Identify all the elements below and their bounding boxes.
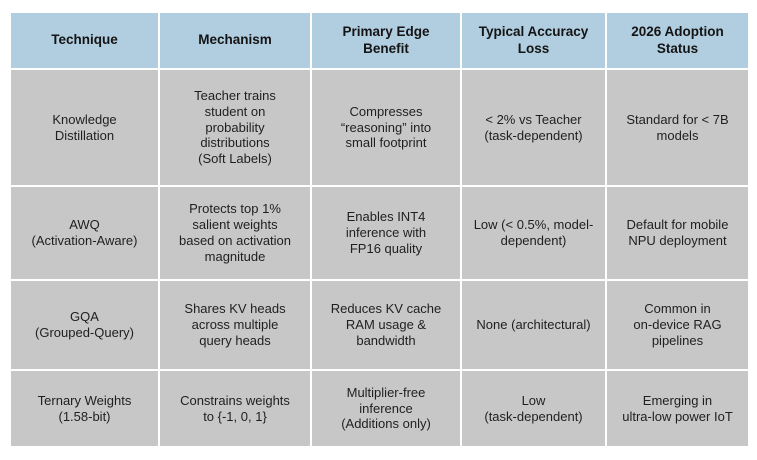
table-cell-adoption: Emerging in ultra-low power IoT: [607, 371, 748, 446]
table-cell-technique: Ternary Weights (1.58-bit): [11, 371, 158, 446]
header-cell-primary-edge-benefit: Primary Edge Benefit: [312, 13, 460, 68]
table-cell-accuracy: Low (task-dependent): [462, 371, 605, 446]
table-cell-adoption: Standard for < 7B models: [607, 70, 748, 185]
table-cell-accuracy: < 2% vs Teacher (task-dependent): [462, 70, 605, 185]
table-cell-technique: Knowledge Distillation: [11, 70, 158, 185]
table-cell-benefit: Reduces KV cache RAM usage & bandwidth: [312, 281, 460, 369]
table-cell-adoption: Common in on-device RAG pipelines: [607, 281, 748, 369]
header-cell-technique: Technique: [11, 13, 158, 68]
table-cell-benefit: Compresses “reasoning” into small footpr…: [312, 70, 460, 185]
table-cell-mechanism: Constrains weights to {-1, 0, 1}: [160, 371, 310, 446]
table-cell-mechanism: Teacher trains student on probability di…: [160, 70, 310, 185]
table-cell-mechanism: Shares KV heads across multiple query he…: [160, 281, 310, 369]
table-cell-technique: GQA (Grouped-Query): [11, 281, 158, 369]
header-cell-mechanism: Mechanism: [160, 13, 310, 68]
table-cell-benefit: Multiplier-free inference (Additions onl…: [312, 371, 460, 446]
table-cell-technique: AWQ (Activation-Aware): [11, 187, 158, 279]
header-cell-2026-adoption-status: 2026 Adoption Status: [607, 13, 748, 68]
table-cell-accuracy: Low (< 0.5%, model- dependent): [462, 187, 605, 279]
table-cell-accuracy: None (architectural): [462, 281, 605, 369]
comparison-table: Technique Mechanism Primary Edge Benefit…: [11, 13, 748, 446]
table-cell-mechanism: Protects top 1% salient weights based on…: [160, 187, 310, 279]
table-cell-benefit: Enables INT4 inference with FP16 quality: [312, 187, 460, 279]
header-cell-typical-accuracy-loss: Typical Accuracy Loss: [462, 13, 605, 68]
table-cell-adoption: Default for mobile NPU deployment: [607, 187, 748, 279]
